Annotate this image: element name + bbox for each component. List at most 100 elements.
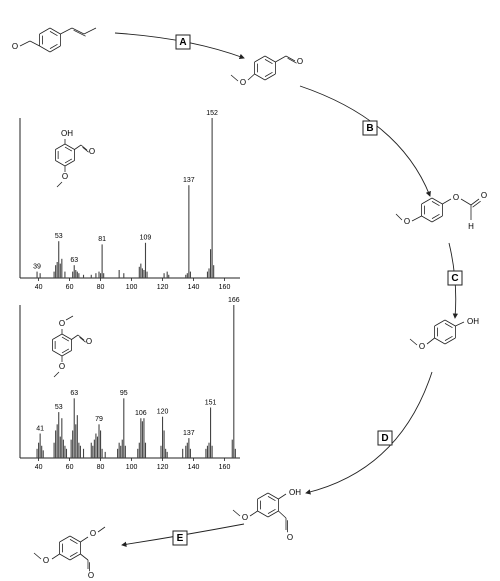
step-box	[362, 120, 378, 136]
atom-label: O	[453, 193, 459, 202]
bond	[232, 509, 241, 517]
bond	[55, 143, 66, 150]
bond	[71, 334, 79, 340]
bond	[61, 333, 72, 340]
atom-label: H	[468, 222, 474, 231]
peak-label: 53	[55, 233, 63, 240]
bond	[275, 55, 287, 63]
x-tick-label: 120	[157, 284, 169, 291]
x-tick-label: 140	[188, 464, 200, 471]
bond	[49, 45, 61, 53]
atom-label: O	[43, 556, 49, 565]
bond	[249, 510, 258, 517]
atom-label: O	[481, 191, 487, 200]
bond	[39, 27, 51, 35]
x-tick-label: 40	[35, 464, 43, 471]
bond	[52, 350, 63, 357]
bond	[278, 493, 287, 500]
atom-label: O	[240, 78, 246, 87]
bond	[421, 215, 433, 223]
peak-label: 109	[140, 235, 152, 242]
bond	[61, 350, 72, 357]
bond	[444, 335, 453, 341]
atom-label: O	[297, 57, 303, 66]
bond	[52, 333, 63, 340]
step-box	[377, 430, 393, 446]
bond	[73, 29, 86, 37]
bond	[455, 321, 465, 327]
x-tick-label: 80	[97, 284, 105, 291]
bond	[267, 508, 276, 514]
x-tick-label: 100	[126, 464, 138, 471]
bond	[444, 337, 456, 345]
bond	[49, 31, 58, 37]
atom-label: O	[62, 172, 68, 181]
bond	[431, 213, 440, 219]
bond	[257, 492, 269, 500]
bond	[472, 200, 481, 208]
bond	[65, 315, 74, 321]
atom-label: O	[404, 217, 410, 226]
step-label: D	[381, 433, 388, 444]
peak-label: 152	[206, 110, 218, 117]
step-box	[172, 530, 188, 546]
atom-label: O	[89, 147, 95, 156]
bond	[421, 197, 433, 205]
bond	[74, 144, 82, 150]
bond	[60, 27, 73, 35]
x-tick-label: 140	[188, 284, 200, 291]
bond	[71, 27, 85, 35]
step-label: A	[179, 37, 186, 48]
x-tick-label: 60	[66, 464, 74, 471]
bond	[426, 337, 435, 345]
x-tick-label: 40	[35, 284, 43, 291]
x-tick-label: 120	[157, 464, 169, 471]
bond	[411, 215, 422, 222]
bond	[82, 146, 89, 153]
atom-label: O	[88, 571, 94, 580]
atom-label: O	[59, 319, 65, 328]
bond	[69, 553, 81, 561]
bond	[61, 336, 70, 342]
bond	[267, 496, 276, 502]
bond	[254, 55, 266, 63]
bond	[49, 43, 58, 49]
bond	[470, 198, 480, 206]
bond	[267, 492, 279, 500]
bond	[61, 348, 70, 354]
bond	[285, 55, 296, 62]
x-tick-label: 160	[219, 464, 231, 471]
step-box	[175, 34, 191, 50]
bond	[80, 536, 89, 543]
atom-label: O	[242, 513, 248, 522]
peak-label: 95	[120, 390, 128, 397]
atom-label: OH	[61, 129, 73, 138]
peak-label: 120	[157, 409, 169, 416]
bond	[59, 535, 71, 543]
peak-label: 79	[95, 416, 103, 423]
peak-label: 166	[228, 297, 240, 304]
bond	[83, 27, 97, 35]
x-tick-label: 80	[97, 464, 105, 471]
bond	[264, 73, 276, 81]
atom-label: OH	[467, 317, 479, 326]
bond	[257, 510, 269, 518]
bond	[64, 158, 73, 164]
bond	[80, 553, 89, 561]
arrow-d	[305, 371, 433, 495]
atom-label: O	[59, 362, 65, 371]
bond	[409, 338, 418, 346]
bond	[444, 319, 456, 327]
peak-label: 137	[183, 430, 195, 437]
peak-label: 81	[98, 236, 106, 243]
step-label: B	[366, 123, 373, 134]
bond	[69, 535, 81, 543]
bond	[264, 59, 273, 65]
bond	[460, 198, 472, 206]
peak-label: 53	[55, 404, 63, 411]
bond	[64, 160, 75, 167]
bond	[69, 551, 78, 557]
bond	[431, 215, 443, 223]
bond	[77, 334, 85, 341]
bond	[264, 55, 276, 63]
